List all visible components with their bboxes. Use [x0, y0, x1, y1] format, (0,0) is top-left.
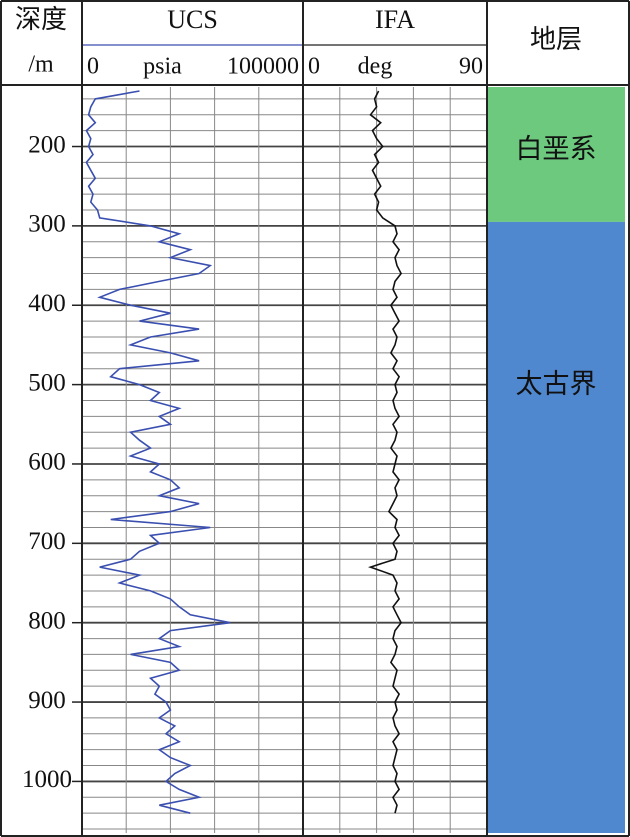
formation-label: 白垩系 — [516, 134, 597, 164]
log-curve — [85, 90, 231, 814]
track-name: IFA — [375, 5, 415, 34]
formation-label: 太古界 — [516, 369, 597, 399]
depth-tick-label: 500 — [28, 369, 66, 396]
depth-unit: /m — [28, 52, 54, 78]
track-scale-label: 100000 — [227, 54, 299, 80]
track-scale-label: 0 — [308, 54, 320, 80]
track-name: UCS — [167, 5, 218, 34]
track-unit: psia — [143, 54, 182, 80]
depth-tick-label: 600 — [28, 449, 66, 476]
formation-header: 地层 — [530, 25, 582, 54]
formation-zone — [487, 87, 625, 222]
formation-zone — [487, 221, 625, 833]
depth-tick-label: 700 — [28, 528, 66, 555]
log-curve — [368, 90, 403, 814]
depth-tick-label: 900 — [28, 687, 66, 714]
depth-tick-label: 800 — [28, 607, 66, 634]
depth-tick-label: 400 — [28, 290, 66, 317]
depth-tick-label: 300 — [28, 211, 66, 238]
depth-tick-label: 1000 — [22, 766, 72, 793]
track-scale-label: 0 — [87, 54, 99, 80]
depth-tick-label: 200 — [28, 131, 66, 158]
track-scale-label: 90 — [459, 54, 483, 80]
track-unit: deg — [358, 54, 393, 80]
depth-header: 深度 — [15, 5, 67, 34]
